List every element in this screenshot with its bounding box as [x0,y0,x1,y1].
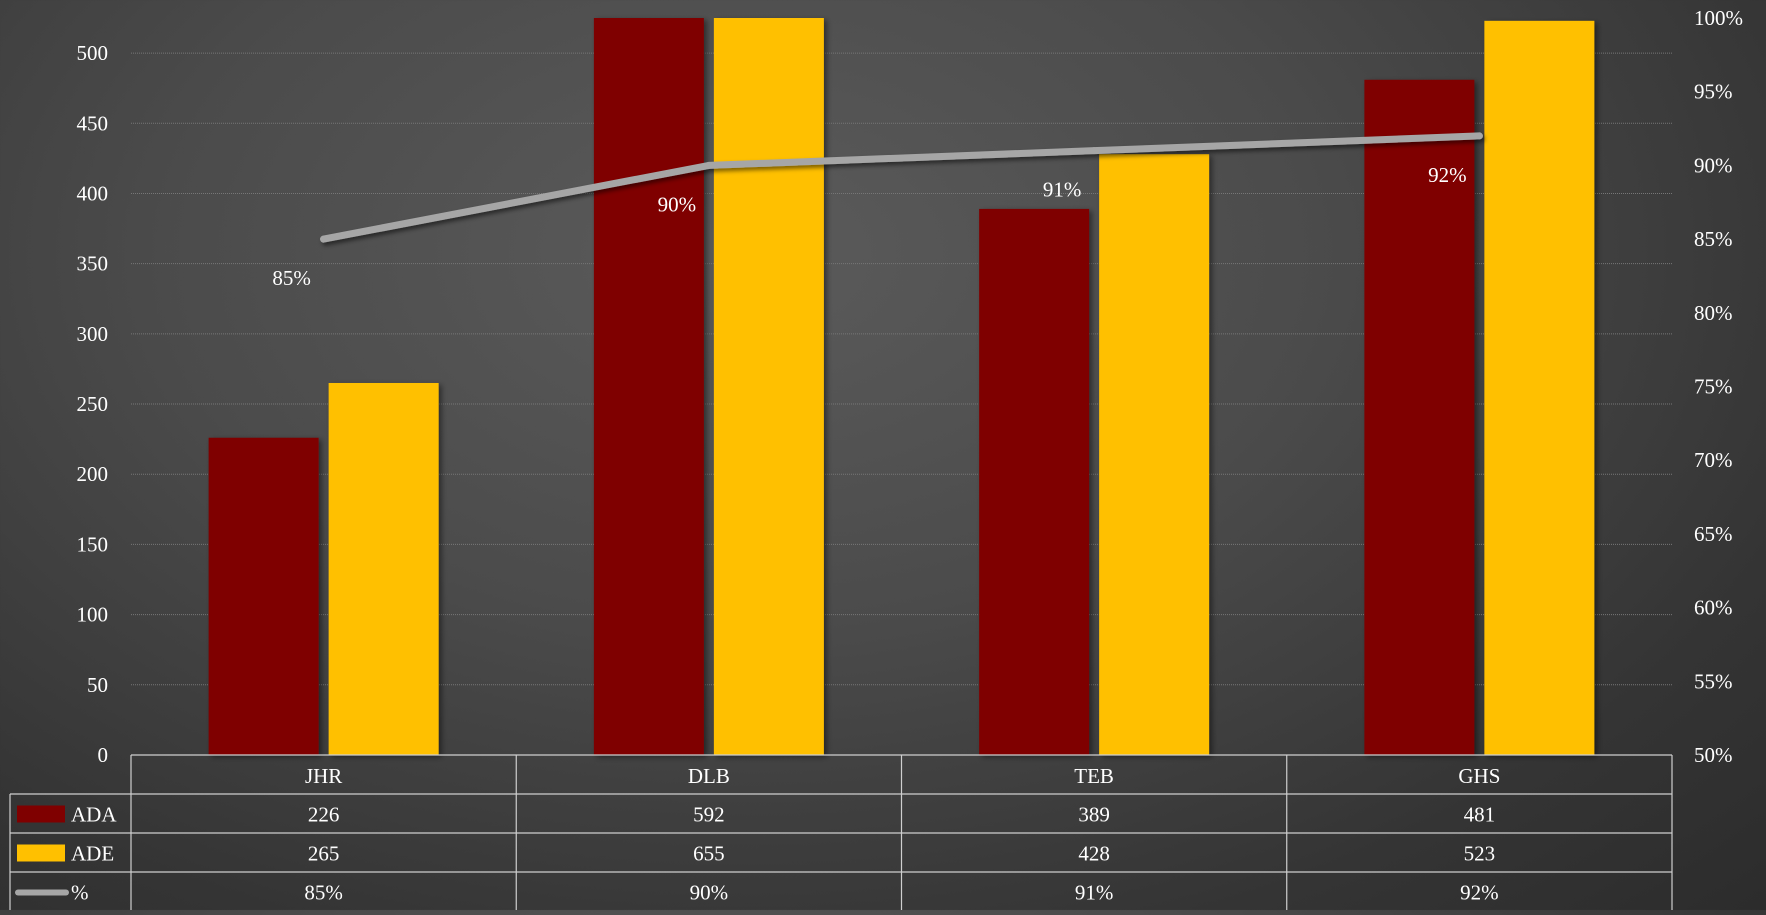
right-axis-tick-label: 50% [1694,743,1733,767]
legend-entry: ADE [71,842,114,866]
table-cell: 92% [1460,881,1499,905]
category-label: GHS [1458,764,1500,788]
right-axis-tick-label: 65% [1694,522,1733,546]
percent-data-label: 91% [1043,178,1082,202]
right-axis-tick-label: 70% [1694,448,1733,472]
category-label: TEB [1074,764,1114,788]
left-axis-tick-label: 350 [77,252,109,276]
left-axis-tick-label: 400 [77,181,109,205]
left-axis-tick-label: 50 [87,673,108,697]
bar-ada-teb [979,208,1090,755]
left-axis-tick-label: 0 [98,743,109,767]
left-axis-tick-label: 100 [77,603,109,627]
left-axis-tick-labels: 0 50 100 150 200 250 300 350 400 450 500 [77,41,109,767]
table-cell: 592 [693,803,725,827]
left-axis-tick-label: 300 [77,322,109,346]
bars [208,18,1595,756]
right-axis-tick-label: 100% [1694,6,1743,30]
percent-line: 85% 90% 91% 92% [272,132,1483,290]
bar-ada-ghs [1364,79,1475,755]
right-axis-tick-label: 95% [1694,80,1733,104]
left-axis-tick-label: 500 [77,41,109,65]
percent-point [320,235,328,243]
legend-entry: % [71,881,89,905]
bar-ade-jhr [328,382,439,755]
bar-ada-jhr [208,437,319,755]
right-axis-tick-label: 75% [1694,375,1733,399]
left-axis-tick-label: 450 [77,111,109,135]
table-cell: 85% [304,881,343,905]
bar-ade-dlb [713,18,824,755]
bar-ada-dlb [593,18,704,755]
left-axis-tick-label: 200 [77,462,109,486]
left-axis-tick-label: 250 [77,392,109,416]
percent-point [1090,147,1098,155]
right-axis-tick-labels: 50% 55% 60% 65% 70% 75% 80% 85% 90% 95% 100% [1694,6,1743,767]
table-cell: 481 [1464,803,1496,827]
percent-data-label: 85% [272,266,311,290]
table-cell: 91% [1075,881,1114,905]
percent-point [1475,132,1483,140]
right-axis-tick-label: 60% [1694,596,1733,620]
legend-key-ada [17,805,65,823]
percent-data-label: 92% [1428,163,1467,187]
percent-point [705,161,713,169]
bar-ade-ghs [1484,20,1595,756]
right-axis-tick-label: 55% [1694,669,1733,693]
table-cell: 265 [308,842,340,866]
legend-key-ade [17,844,65,862]
legend-entry: ADA [71,803,117,827]
right-axis-tick-label: 85% [1694,227,1733,251]
data-table: JHR DLB TEB GHS ADA 226 592 389 481 ADE 265 655 428 5… [9,754,1673,912]
category-label: JHR [305,764,342,788]
table-cell: 523 [1464,842,1496,866]
right-axis-tick-label: 80% [1694,301,1733,325]
table-cell: 655 [693,842,725,866]
percent-data-label: 90% [658,192,697,216]
percent-series-line [320,132,1483,243]
bar-ade-teb [1099,154,1210,755]
table-cell: 428 [1078,842,1110,866]
table-cell: 226 [308,803,340,827]
right-axis-tick-label: 90% [1694,153,1733,177]
table-cell: 90% [690,881,729,905]
category-label: DLB [688,764,730,788]
table-cell: 389 [1078,803,1110,827]
left-axis-tick-label: 150 [77,532,109,556]
